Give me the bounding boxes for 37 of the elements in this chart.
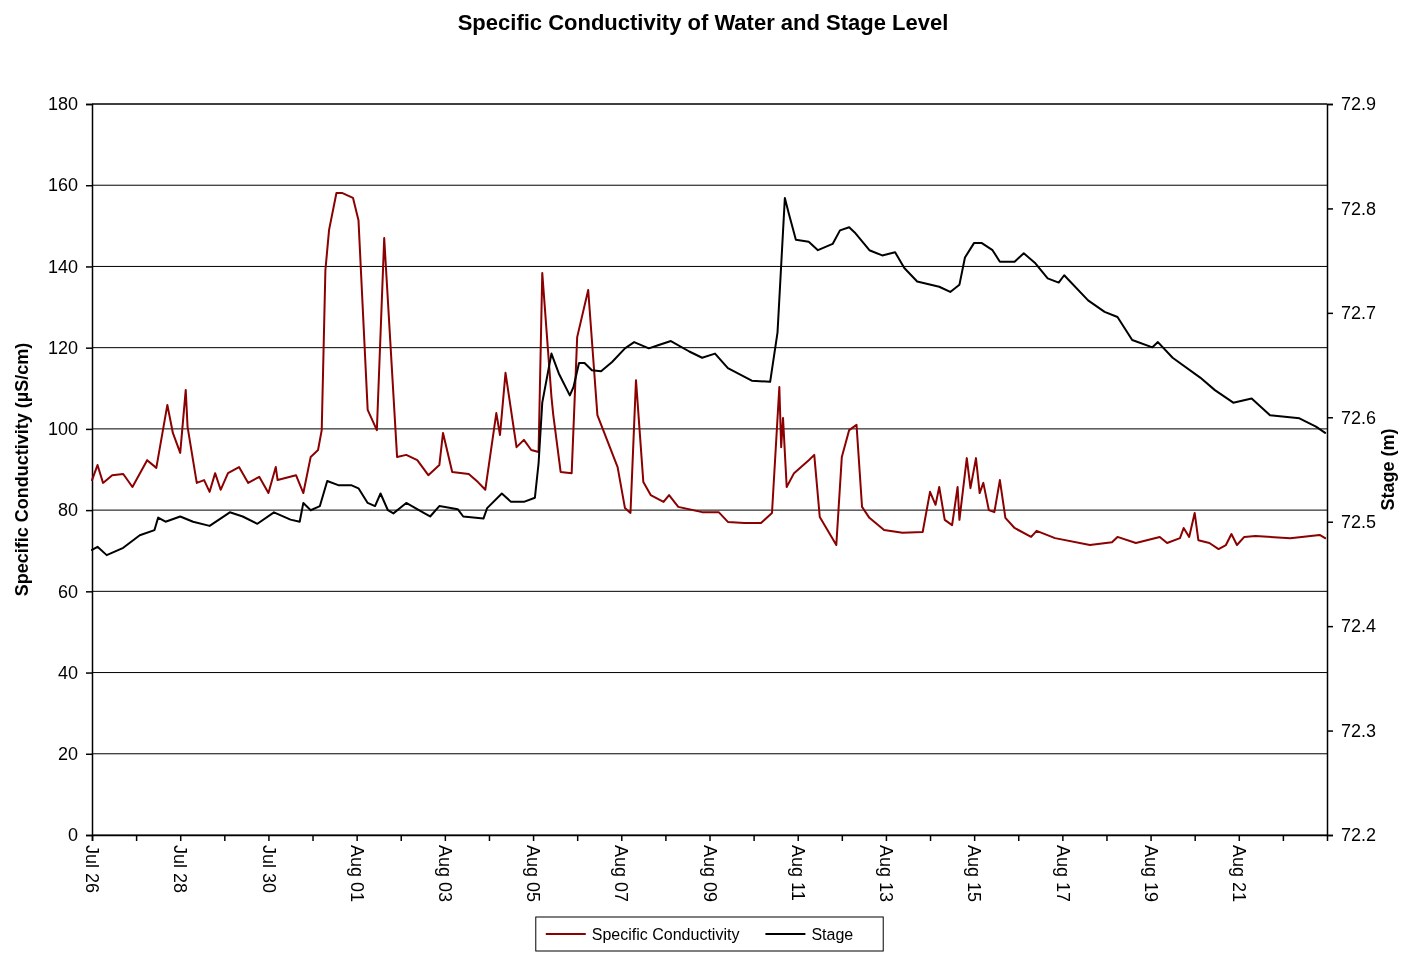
x-tick-label: Aug 17 [1052,845,1073,903]
x-tick-label: Aug 19 [1140,845,1161,903]
y2-tick-label: 72.3 [1341,720,1377,741]
x-tick-label: Jul 26 [82,845,103,894]
y-tick-label: 20 [57,744,78,765]
y-tick-label: 100 [47,419,78,440]
y-tick-label: 0 [67,825,78,846]
y-axis-title: Specific Conductivity (µS/cm) [12,342,32,597]
x-tick-label: Aug 01 [346,845,367,903]
x-tick-label: Aug 15 [964,845,985,903]
x-tick-label: Jul 28 [170,845,191,894]
y-tick-label: 60 [57,581,78,602]
y2-tick-label: 72.5 [1341,511,1377,532]
x-tick-label: Aug 21 [1228,845,1249,903]
y-tick-label: 140 [47,256,78,277]
y2-tick-label: 72.7 [1341,303,1377,324]
x-tick-label: Aug 05 [523,845,544,903]
x-tick-label: Aug 09 [699,845,720,903]
y2-tick-label: 72.6 [1341,407,1377,428]
legend-label: Specific Conductivity [591,925,740,943]
y2-tick-label: 72.8 [1341,198,1377,219]
chart-title: Specific Conductivity of Water and Stage Level [457,10,949,35]
y-tick-label: 40 [57,662,78,683]
y-tick-label: 160 [47,175,78,196]
y2-tick-label: 72.4 [1341,616,1377,637]
y2-tick-label: 72.2 [1341,825,1377,846]
x-tick-label: Jul 30 [258,845,279,894]
y-tick-label: 180 [47,94,78,115]
y2-axis-title: Stage (m) [1378,428,1398,511]
x-tick-label: Aug 13 [876,845,897,903]
x-tick-label: Aug 03 [435,845,456,903]
y-tick-label: 120 [47,337,78,358]
y2-tick-label: 72.9 [1341,94,1377,115]
x-tick-label: Aug 11 [787,845,808,901]
legend-label: Stage [811,925,854,943]
x-tick-label: Aug 07 [611,845,632,903]
y-tick-label: 80 [57,500,78,521]
